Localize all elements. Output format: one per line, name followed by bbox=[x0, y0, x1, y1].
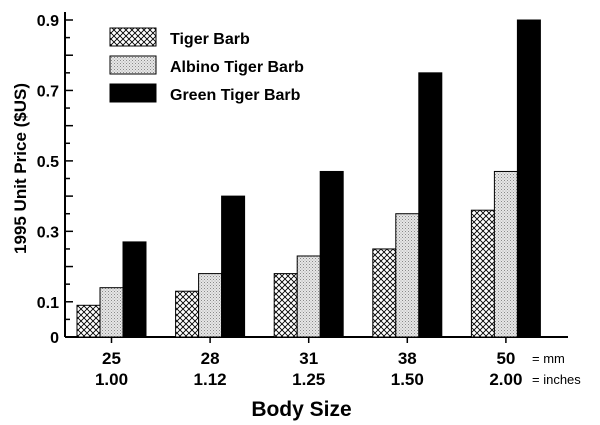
bar bbox=[76, 304, 101, 338]
legend-label: Tiger Barb bbox=[170, 31, 250, 48]
bar bbox=[319, 170, 344, 338]
bar bbox=[470, 209, 495, 338]
unit-label-mm: = mm bbox=[532, 351, 565, 366]
bar bbox=[493, 170, 518, 338]
legend-swatch bbox=[109, 83, 157, 103]
bar bbox=[516, 19, 541, 338]
x-tick-label-mm: 28 bbox=[201, 349, 220, 368]
x-axis-title: Body Size bbox=[251, 398, 351, 421]
y-tick-label: 0.3 bbox=[37, 224, 59, 241]
x-tick-label-mm: 25 bbox=[102, 349, 121, 368]
legend-swatch bbox=[109, 55, 157, 75]
legend-label: Albino Tiger Barb bbox=[170, 59, 304, 76]
y-tick-label: 0.5 bbox=[37, 154, 59, 171]
bar bbox=[296, 255, 321, 338]
bar bbox=[221, 195, 246, 338]
legend-swatch bbox=[109, 27, 157, 47]
x-tick-label-mm: 31 bbox=[299, 349, 318, 368]
x-tick-label-inches: 2.00 bbox=[489, 370, 522, 389]
bar bbox=[418, 72, 443, 338]
axis-labels: 0 0.1 0.3 0.5 0.7 0.9 25 1.00 28 1.12 31 1.25 38 1.50… bbox=[11, 13, 581, 421]
y-tick-label: 0.9 bbox=[37, 13, 59, 30]
y-tick-label: 0.7 bbox=[37, 83, 59, 100]
bar bbox=[175, 290, 200, 338]
plot-area bbox=[64, 12, 568, 343]
y-tick-label: 0 bbox=[50, 330, 59, 347]
legend: Tiger Barb Albino Tiger Barb Green Tiger B… bbox=[109, 27, 304, 104]
bar bbox=[198, 273, 223, 338]
bar bbox=[99, 287, 124, 338]
legend-label: Green Tiger Barb bbox=[170, 87, 301, 104]
bar bbox=[122, 241, 147, 338]
y-axis-title: 1995 Unit Price ($US) bbox=[11, 83, 30, 254]
bar bbox=[372, 248, 397, 338]
unit-label-inches: = inches bbox=[532, 372, 581, 387]
x-tick-label-inches: 1.25 bbox=[292, 370, 325, 389]
bar bbox=[273, 273, 298, 338]
x-tick-label-inches: 1.12 bbox=[194, 370, 227, 389]
y-tick-label: 0.1 bbox=[37, 295, 59, 312]
x-tick-label-inches: 1.00 bbox=[95, 370, 128, 389]
x-tick-label-mm: 38 bbox=[398, 349, 417, 368]
x-tick-label-mm: 50 bbox=[496, 349, 515, 368]
x-tick-label-inches: 1.50 bbox=[391, 370, 424, 389]
bar bbox=[395, 213, 420, 338]
